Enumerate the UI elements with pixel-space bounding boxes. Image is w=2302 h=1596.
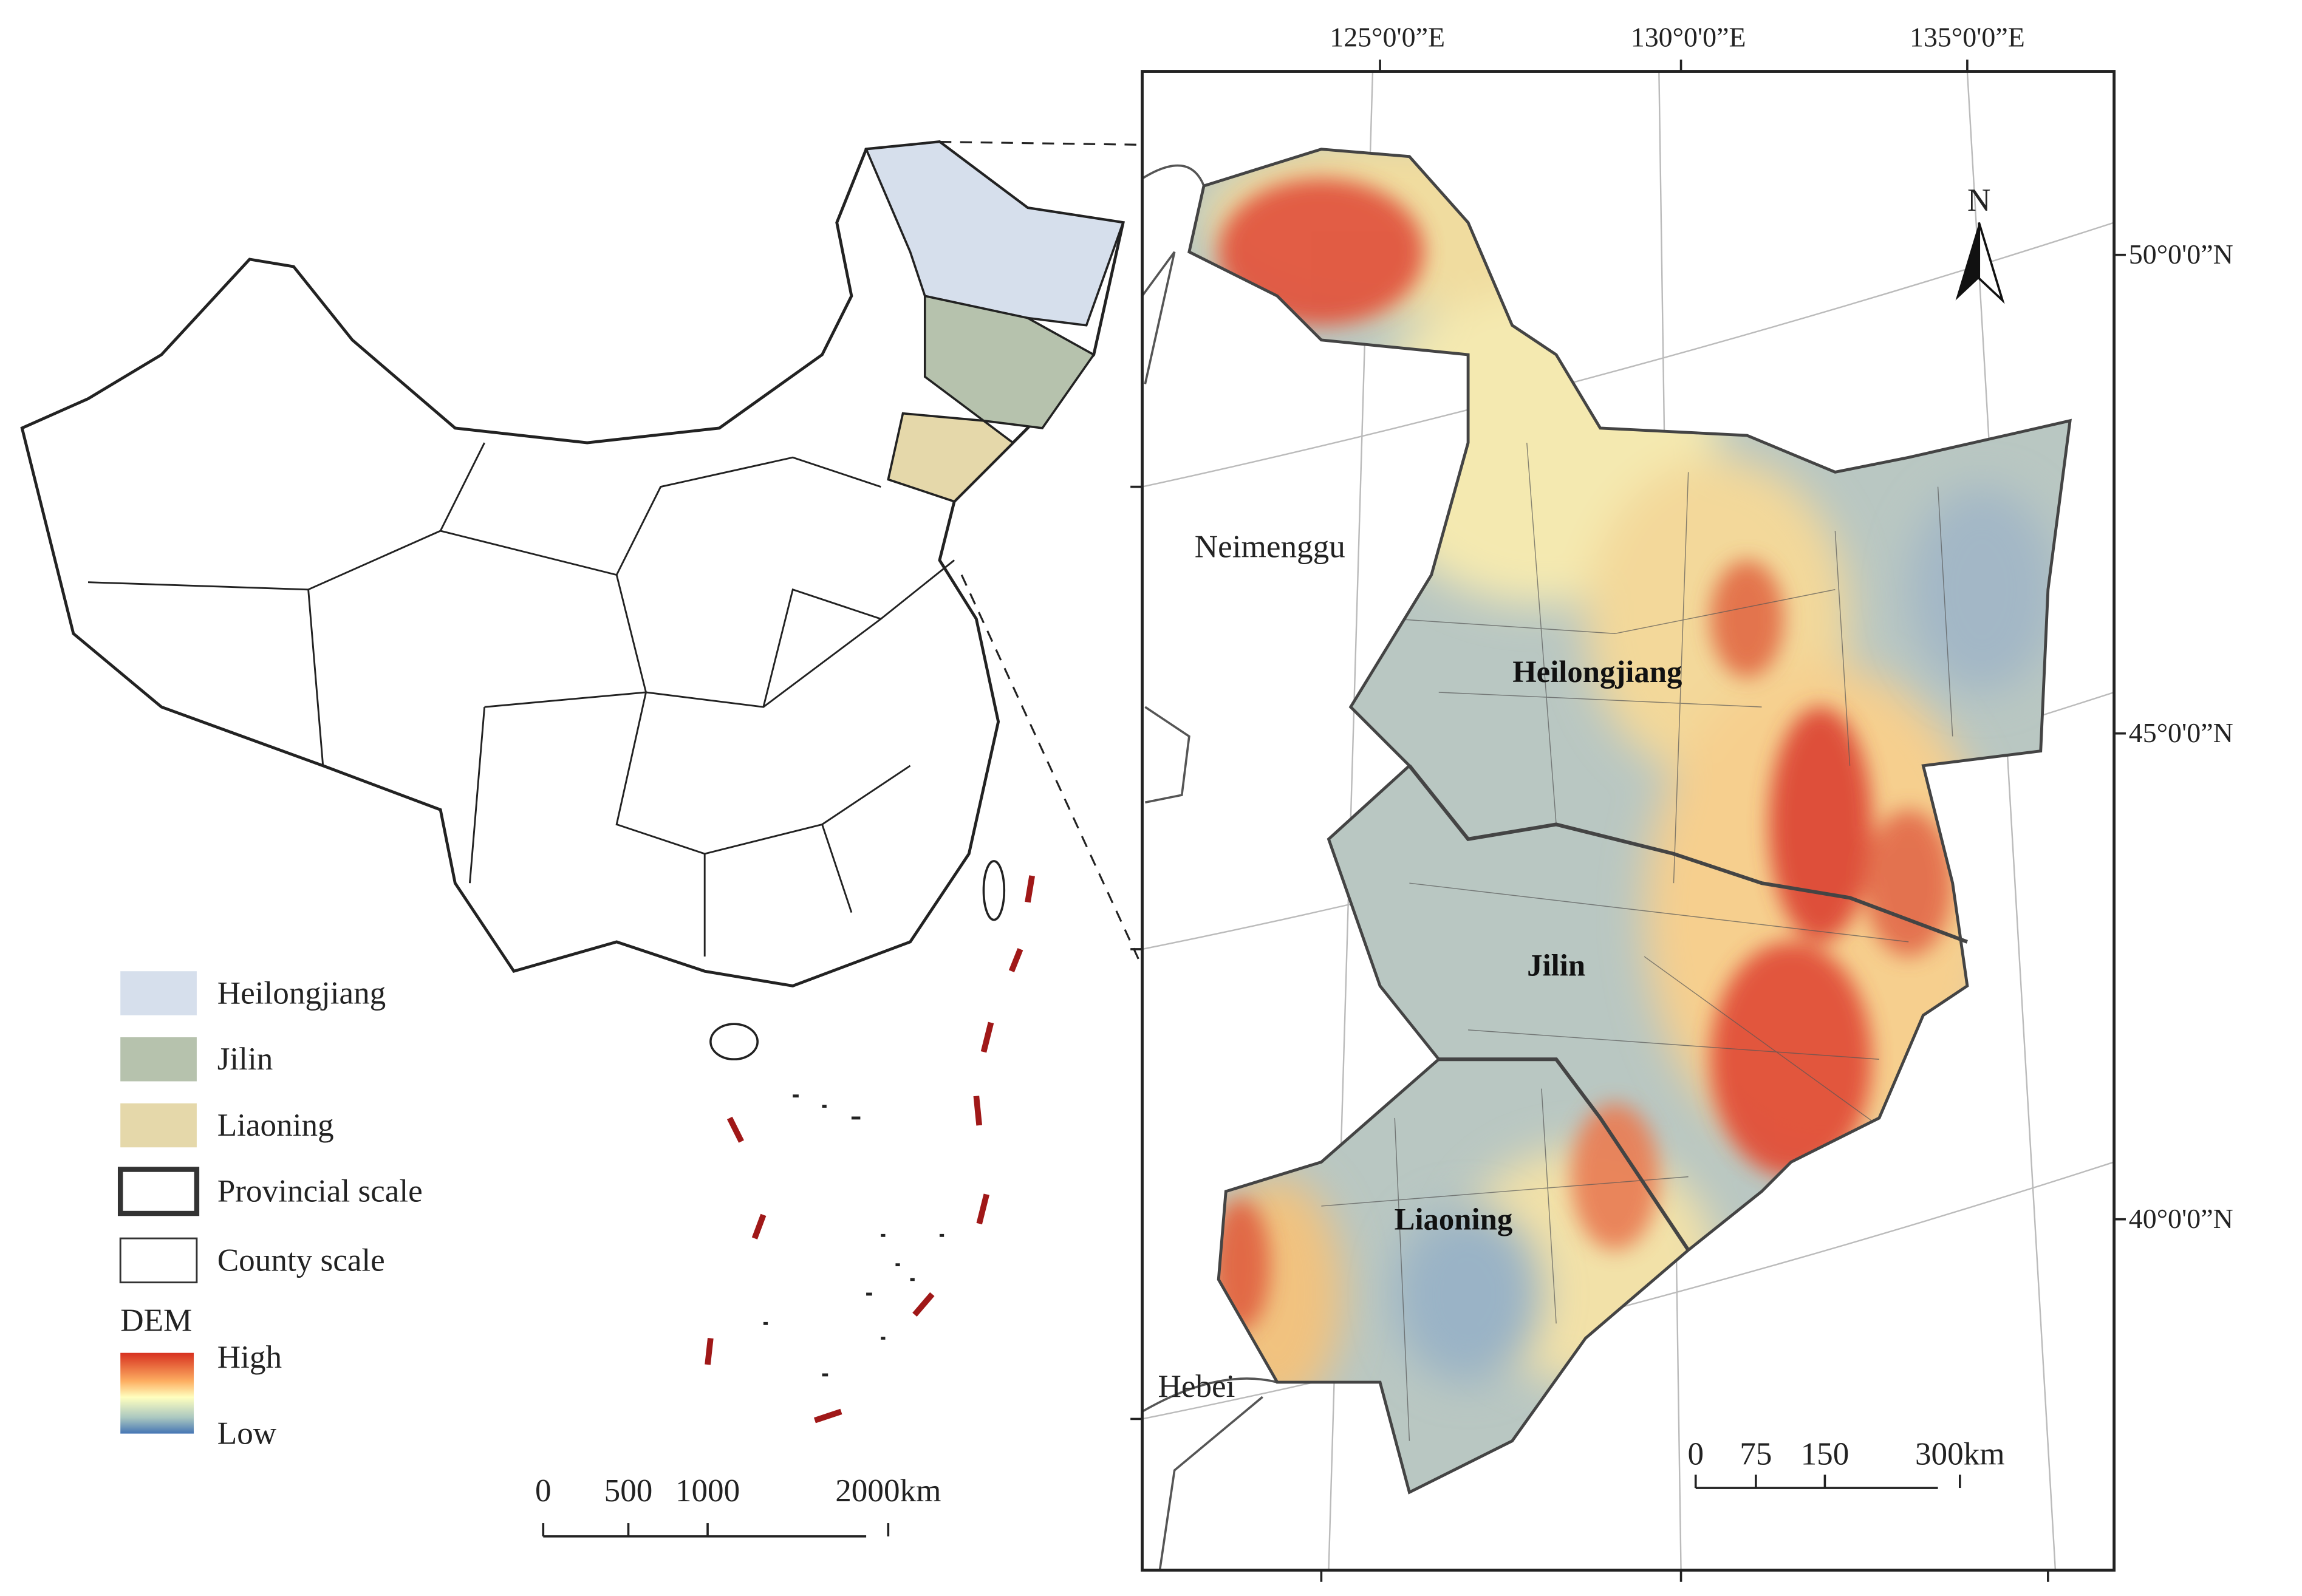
overview-map <box>20 140 1388 1501</box>
north-arrow: N <box>1955 182 2005 304</box>
province-label: Heilongjiang <box>1512 655 1682 689</box>
place-label: Neimenggu <box>1195 529 1345 565</box>
taiwan <box>982 860 1006 921</box>
legend-swatch <box>120 1103 197 1148</box>
scale-label: 2000km <box>835 1473 941 1509</box>
hainan <box>709 1023 759 1061</box>
connector-top <box>939 140 1142 146</box>
neighbor-outline <box>1142 164 1278 1570</box>
dem-low: Low <box>217 1416 277 1451</box>
province-label: Jilin <box>1527 948 1585 982</box>
dem-ramp <box>120 1352 194 1434</box>
heilongjiang-shape <box>864 140 1125 327</box>
legend-label: Provincial scale <box>217 1173 423 1209</box>
scale-label: 0 <box>1687 1436 1704 1472</box>
legend-label: Heilongjiang <box>217 975 386 1011</box>
scale-label: 500 <box>604 1473 653 1509</box>
county-boundaries <box>1321 443 1953 1441</box>
longitude-label: 135°0'0”E <box>1910 21 2025 52</box>
liaoning-shape <box>887 412 1015 503</box>
longitude-label: 125°0'0”E <box>1330 21 1445 52</box>
latitude-label: 50°0'0”N <box>2129 239 2233 270</box>
provincial-boundaries <box>1408 764 1968 1252</box>
north-label: N <box>1967 182 1990 218</box>
place-label: Hebei <box>1158 1368 1235 1404</box>
scale-label: 75 <box>1740 1436 1772 1472</box>
scale-label: 300km <box>1915 1436 2005 1472</box>
legend-swatch <box>120 1037 197 1082</box>
scale-label: 0 <box>535 1473 552 1509</box>
dem-title: DEM <box>120 1302 192 1338</box>
legend-label: County scale <box>217 1242 385 1278</box>
legend-swatch <box>120 971 197 1015</box>
detail-map: N Neimenggu Hebei Heilongjiang Jilin Lia… <box>1130 21 2233 1582</box>
map-frame <box>1141 70 2116 1572</box>
province-borders <box>87 442 955 957</box>
legend-swatch <box>117 1167 200 1216</box>
dem-high: High <box>217 1339 282 1375</box>
nine-dash-line <box>705 875 1035 1424</box>
province-label: Liaoning <box>1395 1202 1513 1236</box>
legend-label: Liaoning <box>217 1107 334 1143</box>
scale-bar: 0 75 150 300km <box>1687 1436 2005 1489</box>
legend: Heilongjiang Jilin Liaoning Provincial scal… <box>117 971 423 1284</box>
legend-label: Jilin <box>217 1041 273 1077</box>
legend-swatch <box>119 1237 198 1284</box>
frame-ticks <box>1130 60 2126 1582</box>
scale-bar: 0 500 1000 2000km <box>535 1473 941 1538</box>
latitude-label: 40°0'0”N <box>2129 1203 2233 1234</box>
jilin-shape <box>923 295 1096 429</box>
scale-label: 1000 <box>675 1473 740 1509</box>
scale-label: 150 <box>1801 1436 1849 1472</box>
islands <box>763 1094 944 1377</box>
longitude-label: 130°0'0”E <box>1631 21 1746 52</box>
dem-legend: DEM High Low <box>120 1302 282 1451</box>
latitude-label: 45°0'0”N <box>2129 717 2233 748</box>
